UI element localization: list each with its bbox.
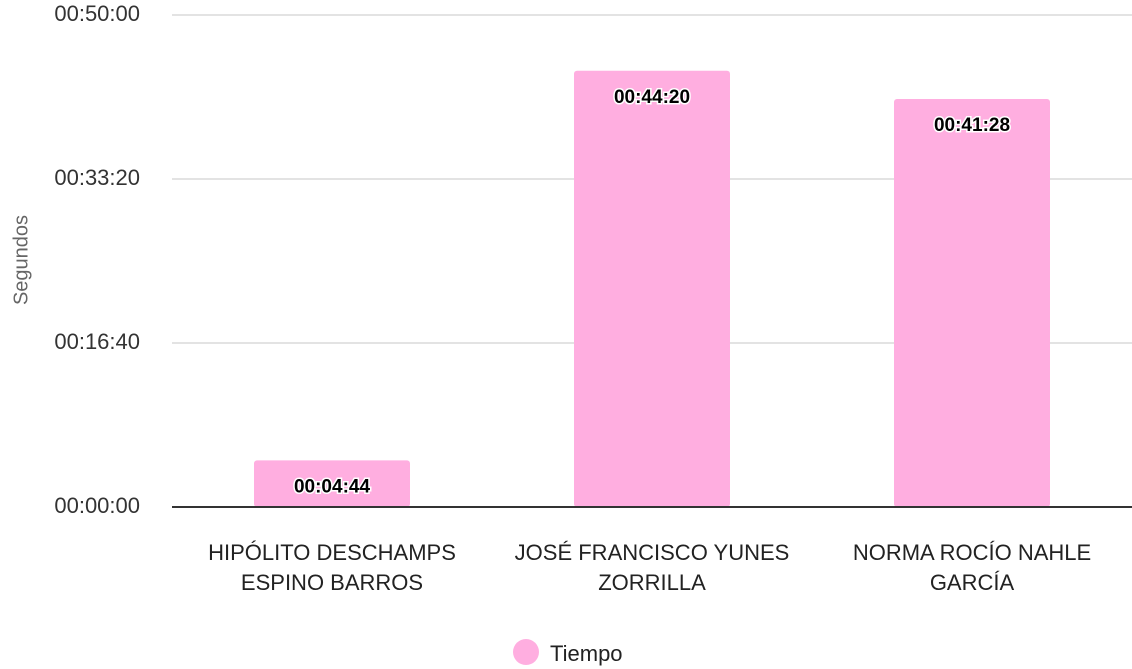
legend-swatch xyxy=(513,639,539,665)
y-tick-label: 00:16:40 xyxy=(54,329,140,354)
y-tick-label: 00:33:20 xyxy=(54,165,140,190)
legend-label: Tiempo xyxy=(550,641,623,666)
value-label: 00:44:20 xyxy=(614,87,690,108)
bar xyxy=(254,460,410,507)
value-label: 00:04:44 xyxy=(294,476,370,497)
x-tick-label: JOSÉ FRANCISCO YUNES ZORRILLA xyxy=(514,540,790,595)
y-tick-label: 00:00:00 xyxy=(54,493,140,518)
value-label: 00:41:28 xyxy=(934,115,1010,136)
x-tick-label: NORMA ROCÍO NAHLE GARCÍA xyxy=(852,540,1092,595)
y-axis-label: Segundos xyxy=(10,215,32,305)
y-tick-label: 00:50:00 xyxy=(54,1,140,26)
bar xyxy=(574,70,730,507)
x-tick-label: HIPÓLITO DESCHAMPS ESPINO BARROS xyxy=(208,540,456,595)
bar xyxy=(894,98,1050,507)
